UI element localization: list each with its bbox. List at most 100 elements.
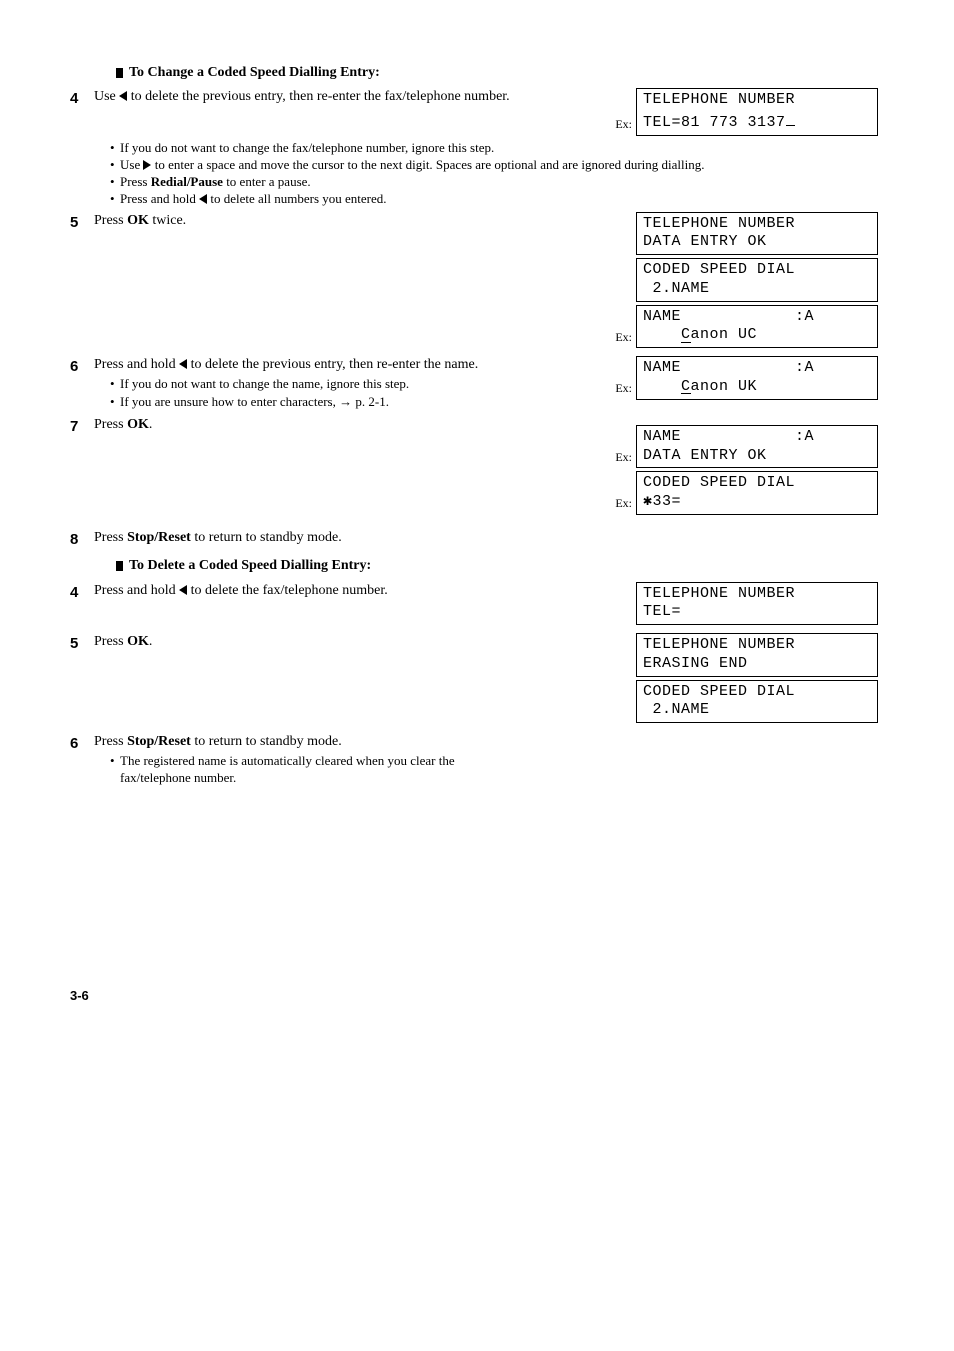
step-body: Use to delete the previous entry, then r…	[94, 88, 610, 108]
text: .	[149, 417, 153, 432]
step-number: 5	[70, 633, 94, 654]
heading-delete-text: To Delete a Coded Speed Dialling Entry:	[129, 557, 371, 575]
lcd-line: DATA ENTRY OK	[643, 233, 871, 252]
left-arrow-icon	[179, 359, 187, 369]
lcd-display: NAME :A Canon UC	[636, 305, 878, 349]
text: Press	[94, 634, 127, 649]
step-number: 4	[70, 582, 94, 603]
lcd-line: 2.NAME	[643, 701, 871, 720]
text: Press	[94, 530, 127, 545]
step-number: 5	[70, 212, 94, 233]
text: .	[149, 634, 153, 649]
lcd-line: anon UK	[691, 378, 758, 395]
lcd-display: CODED SPEED DIAL ✱33=	[636, 471, 878, 515]
text: twice.	[149, 213, 186, 228]
heading-delete: To Delete a Coded Speed Dialling Entry:	[116, 557, 884, 575]
text: Use	[120, 157, 143, 172]
lcd-display: TELEPHONE NUMBER TEL=	[636, 582, 878, 626]
ex-label: Ex:	[614, 496, 632, 515]
spacer	[614, 674, 632, 677]
bullet-item: If you are unsure how to enter character…	[110, 394, 604, 410]
spacer	[614, 252, 632, 255]
spacer	[614, 622, 632, 625]
heading-change: To Change a Coded Speed Dialling Entry:	[116, 64, 884, 82]
bullet-square	[116, 68, 123, 78]
step-number: 8	[70, 529, 94, 550]
spacer	[614, 299, 632, 302]
lcd-line: DATA ENTRY OK	[643, 447, 871, 466]
text: Stop/Reset	[127, 734, 191, 749]
lcd-display: TELEPHONE NUMBER ERASING END	[636, 633, 878, 677]
ex-label: Ex:	[614, 381, 632, 400]
lcd-display: NAME :A Canon UK	[636, 356, 878, 400]
lcd-display: TELEPHONE NUMBER TEL=81 773 3137	[636, 88, 878, 136]
ex-label: Ex:	[614, 450, 632, 469]
text: to return to standby mode.	[191, 734, 342, 749]
ex-label: Ex:	[614, 330, 632, 349]
lcd-cursor-char: C	[681, 328, 691, 343]
lcd-display: CODED SPEED DIAL 2.NAME	[636, 258, 878, 302]
step-body: Press OK.	[94, 633, 610, 653]
bullet-item: If you do not want to change the name, i…	[110, 376, 604, 392]
lcd-line: TELEPHONE NUMBER	[643, 91, 795, 108]
bullet-item: Press Redial/Pause to enter a pause.	[110, 174, 878, 190]
lcd-display: TELEPHONE NUMBER DATA ENTRY OK	[636, 212, 878, 256]
text: Use	[94, 89, 119, 104]
lcd-line: NAME :A	[643, 428, 814, 445]
page-number: 3-6	[70, 988, 884, 1005]
step-body: Press OK twice.	[94, 212, 610, 232]
step-number: 6	[70, 733, 94, 754]
lcd-line: TELEPHONE NUMBER	[643, 636, 795, 653]
heading-change-text: To Change a Coded Speed Dialling Entry:	[129, 64, 380, 82]
text: OK	[127, 634, 149, 649]
left-arrow-icon	[199, 194, 207, 204]
text: OK	[127, 213, 149, 228]
spacer	[614, 720, 632, 723]
text: If you do not want to change the fax/tel…	[120, 140, 494, 155]
lcd-line: CODED SPEED DIAL	[643, 683, 795, 700]
text: to delete the previous entry, then re-en…	[187, 357, 478, 372]
lcd-line: NAME :A	[643, 308, 814, 325]
bullet-item: The registered name is automatically cle…	[110, 753, 510, 786]
step-number: 6	[70, 356, 94, 377]
lcd-line: TEL=	[643, 603, 871, 622]
lcd-line: TELEPHONE NUMBER	[643, 585, 795, 602]
text: Press and hold	[94, 357, 179, 372]
text: to delete the previous entry, then re-en…	[127, 89, 509, 104]
step-body: Press OK.	[94, 416, 610, 436]
text: Stop/Reset	[127, 530, 191, 545]
text: Press	[94, 734, 127, 749]
lcd-line: TEL=81 773 3137	[643, 114, 786, 131]
step-number: 7	[70, 416, 94, 437]
bullet-item: Use to enter a space and move the cursor…	[110, 157, 878, 173]
text: Press and hold	[120, 191, 199, 206]
text: The registered name is automatically cle…	[120, 753, 455, 784]
lcd-line: 33=	[653, 493, 682, 510]
text: Press	[94, 213, 127, 228]
bullet-square	[116, 561, 123, 571]
text: to delete all numbers you entered.	[207, 191, 386, 206]
text: Press	[94, 417, 127, 432]
sub-bullets: If you do not want to change the name, i…	[110, 376, 604, 410]
lcd-cursor-char: C	[681, 380, 691, 395]
star-icon: ✱	[643, 493, 653, 510]
lcd-line: TELEPHONE NUMBER	[643, 215, 795, 232]
lcd-display: NAME :A DATA ENTRY OK	[636, 425, 878, 469]
step-body: Press and hold to delete the previous en…	[94, 356, 610, 412]
bullet-item: If you do not want to change the fax/tel…	[110, 140, 878, 156]
text: Redial/Pause	[151, 174, 223, 189]
bullet-item: Press and hold to delete all numbers you…	[110, 191, 878, 207]
text: p. 2-1.	[352, 394, 389, 409]
text: to return to standby mode.	[191, 530, 342, 545]
lcd-line: anon UC	[691, 326, 758, 343]
sub-bullets: The registered name is automatically cle…	[110, 753, 510, 786]
step-body: Press and hold to delete the fax/telepho…	[94, 582, 610, 602]
text: to enter a pause.	[223, 174, 311, 189]
text: If you are unsure how to enter character…	[120, 394, 339, 409]
text: If you do not want to change the name, i…	[120, 376, 409, 391]
text: to delete the fax/telephone number.	[187, 583, 388, 598]
step-number: 4	[70, 88, 94, 109]
left-arrow-icon	[179, 585, 187, 595]
lcd-line: CODED SPEED DIAL	[643, 261, 795, 278]
text: to enter a space and move the cursor to …	[151, 157, 704, 172]
